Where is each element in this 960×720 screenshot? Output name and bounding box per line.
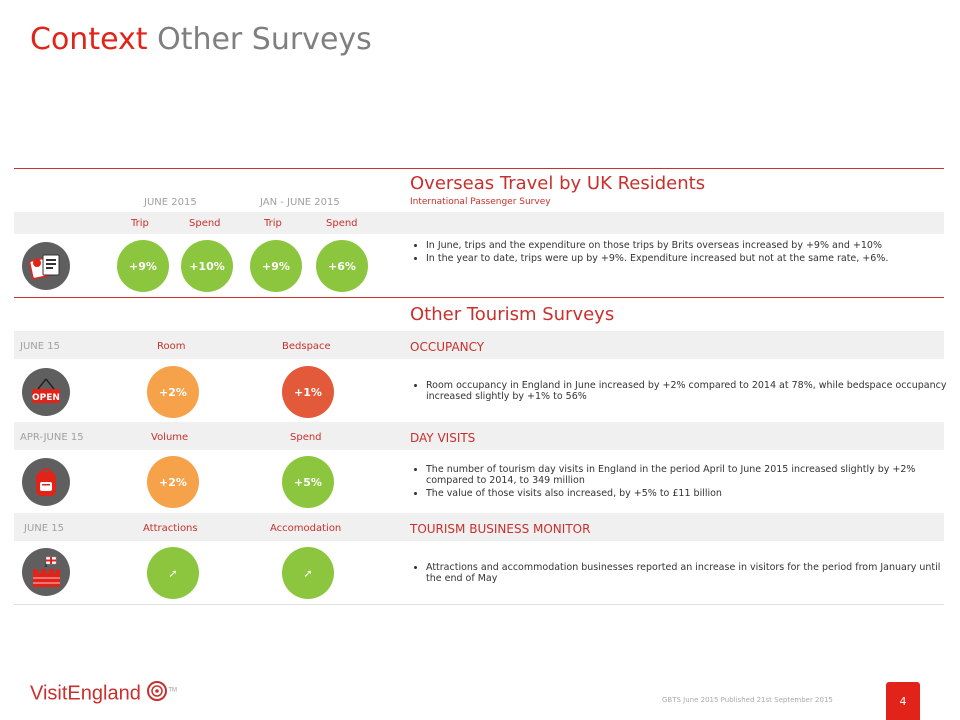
dayvisits-bullets: The number of tourism day visits in Engl… xyxy=(410,464,950,501)
page-title: Context Other Surveys xyxy=(30,22,372,57)
bullet-item: In June, trips and the expenditure on th… xyxy=(426,240,950,251)
tbm-bullets: Attractions and accommodation businesses… xyxy=(410,562,950,586)
tbm-header-band xyxy=(14,513,944,541)
section1-bullets: In June, trips and the expenditure on th… xyxy=(410,240,950,266)
table-bottom-rule xyxy=(14,604,944,605)
rose-logo-icon xyxy=(146,680,168,708)
occupancy-heading: OCCUPANCY xyxy=(410,340,485,354)
bedspace-occupancy-value: +1% xyxy=(282,366,334,418)
other-tourism-title: Other Tourism Surveys xyxy=(410,304,615,325)
bullet-item: The value of those visits also increased… xyxy=(426,488,950,499)
page-number: 4 xyxy=(886,682,920,720)
open-sign-icon: OPEN xyxy=(22,368,70,416)
accomodation-up-arrow: ➚ xyxy=(282,547,334,599)
bullet-item: In the year to date, trips were up by +9… xyxy=(426,253,950,264)
section1-header-band xyxy=(14,212,944,234)
visitengland-logo: VisitEngland TM xyxy=(30,680,177,708)
tbm-period: JUNE 15 xyxy=(24,523,64,534)
svg-text:OPEN: OPEN xyxy=(32,393,60,403)
trip-june-value: +9% xyxy=(117,240,169,292)
occupancy-header-band xyxy=(14,331,944,359)
col-trip-ytd: Trip xyxy=(264,218,282,229)
volume-dayvisits-value: +2% xyxy=(147,456,199,508)
backpack-icon xyxy=(22,458,70,506)
col-spend-dayvisits: Spend xyxy=(290,432,322,443)
bullet-item: Attractions and accommodation businesses… xyxy=(426,562,950,584)
col-spend-june: Spend xyxy=(189,218,221,229)
title-context: Context xyxy=(30,22,148,57)
period-jan-june-2015: JAN - JUNE 2015 xyxy=(260,197,340,208)
col-attractions: Attractions xyxy=(143,523,198,534)
section2-top-rule xyxy=(14,297,944,298)
section1-top-rule xyxy=(14,168,944,169)
attractions-up-arrow: ➚ xyxy=(147,547,199,599)
footer-source-note: GBTS June 2015 Published 21st September … xyxy=(662,696,833,704)
spend-june-value: +10% xyxy=(181,240,233,292)
spend-ytd-value: +6% xyxy=(316,240,368,292)
col-spend-ytd: Spend xyxy=(326,218,358,229)
title-other-surveys: Other Surveys xyxy=(157,22,372,57)
ips-subtitle: International Passenger Survey xyxy=(410,197,551,207)
col-accomodation: Accomodation xyxy=(270,523,342,534)
overseas-travel-title: Overseas Travel by UK Residents xyxy=(410,173,706,194)
room-occupancy-value: +2% xyxy=(147,366,199,418)
spend-dayvisits-value: +5% xyxy=(282,456,334,508)
travel-documents-icon xyxy=(22,242,70,290)
col-trip-june: Trip xyxy=(131,218,149,229)
dayvisits-heading: DAY VISITS xyxy=(410,431,476,445)
dayvisits-header-band xyxy=(14,422,944,450)
tbm-heading: TOURISM BUSINESS MONITOR xyxy=(410,522,591,536)
castle-flag-icon xyxy=(22,548,70,596)
col-room: Room xyxy=(157,341,186,352)
period-june-2015: JUNE 2015 xyxy=(144,197,197,208)
trip-ytd-value: +9% xyxy=(250,240,302,292)
logo-text: VisitEngland xyxy=(30,682,141,705)
dayvisits-period: APR-JUNE 15 xyxy=(20,432,84,443)
trademark: TM xyxy=(168,687,178,694)
col-volume: Volume xyxy=(151,432,189,443)
col-bedspace: Bedspace xyxy=(282,341,331,352)
bullet-item: The number of tourism day visits in Engl… xyxy=(426,464,950,486)
bullet-item: Room occupancy in England in June increa… xyxy=(426,380,950,402)
occupancy-period: JUNE 15 xyxy=(20,341,60,352)
occupancy-bullets: Room occupancy in England in June increa… xyxy=(410,380,950,404)
